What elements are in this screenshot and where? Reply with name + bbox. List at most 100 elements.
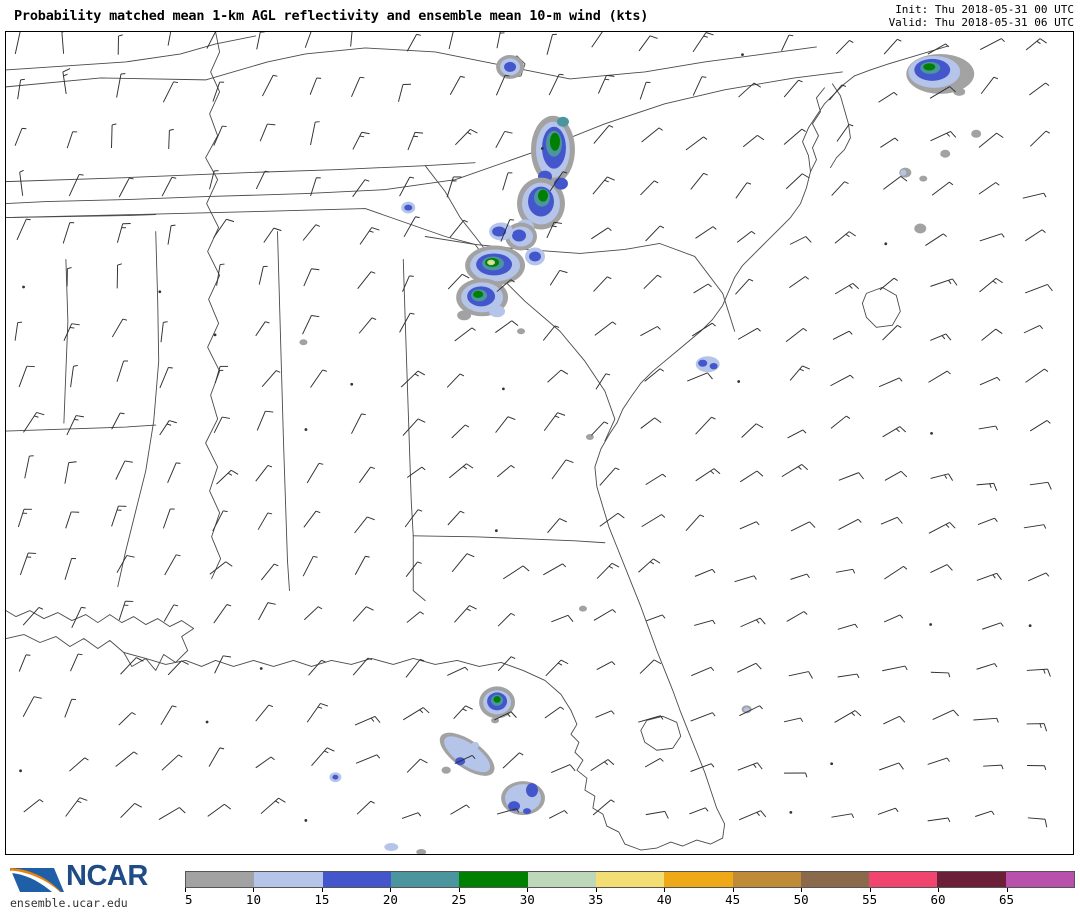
ncar-logo[interactable]: NCAR ensemble.ucar.edu	[6, 860, 178, 912]
colorbar-gradient	[185, 871, 1075, 888]
wind-barb	[837, 673, 860, 679]
wind-barb	[882, 324, 902, 341]
wind-barb-calm	[494, 529, 498, 533]
wind-barb	[352, 606, 374, 622]
wind-barb	[838, 472, 864, 481]
wind-barb	[930, 333, 952, 341]
wind-barb	[978, 425, 999, 431]
wind-barb	[70, 653, 83, 672]
colorbar-swatch	[869, 872, 938, 887]
wind-barb	[883, 38, 902, 55]
wind-barb	[687, 372, 713, 382]
wind-barb	[213, 125, 227, 146]
wind-barb	[115, 460, 133, 480]
colorbar-tick-label: 65	[999, 892, 1015, 907]
wind-barb	[645, 473, 667, 486]
wind-barb-calm	[930, 431, 933, 435]
storm-band-florida	[439, 732, 495, 776]
wind-barb	[162, 508, 175, 529]
wind-barb	[638, 558, 661, 573]
ncar-logo-text: NCAR	[66, 860, 148, 892]
wind-barb	[161, 176, 177, 197]
wind-barb	[303, 268, 320, 287]
wind-barb	[495, 320, 519, 333]
wind-barb	[118, 600, 134, 621]
wind-barb	[878, 91, 898, 103]
wind-barb	[982, 622, 1004, 630]
wind-barb	[64, 698, 77, 718]
wind-barb	[500, 219, 515, 242]
wind-barb	[304, 606, 323, 621]
wind-barb	[451, 553, 475, 573]
wind-barb	[453, 705, 473, 720]
wind-barb	[593, 125, 614, 144]
wind-barb	[883, 715, 906, 725]
wind-barb	[975, 810, 995, 817]
wind-barb	[640, 180, 659, 196]
wind-barb	[878, 377, 903, 388]
wind-barb	[351, 413, 366, 434]
wind-barb	[14, 127, 27, 146]
wind-barb	[303, 510, 321, 528]
wind-barb	[447, 510, 465, 526]
border-tennessee-north	[6, 162, 476, 183]
wind-barb	[302, 555, 318, 577]
colorbar-swatch	[459, 872, 528, 887]
colorbar-tick-label: 20	[382, 892, 398, 907]
wind-barb	[255, 321, 270, 337]
wind-barb-calm	[789, 810, 793, 814]
wind-barb	[882, 665, 908, 672]
wind-barb	[311, 747, 335, 767]
wind-barb	[830, 415, 851, 429]
wind-barb	[216, 469, 239, 485]
wind-barb	[877, 807, 899, 815]
wind-barb	[405, 561, 422, 577]
wind-barb	[209, 170, 219, 190]
wind-barb	[786, 611, 808, 622]
wind-barb	[546, 33, 557, 55]
wind-barb	[643, 274, 662, 290]
wind-barb	[693, 283, 712, 294]
wind-barb	[206, 32, 216, 49]
map-panel[interactable]	[5, 31, 1074, 855]
wind-barb	[310, 369, 327, 388]
wind-barb	[930, 671, 951, 678]
wind-barb	[880, 137, 899, 148]
colorbar-tick	[390, 888, 392, 892]
wind-barb	[596, 562, 620, 579]
wind-barb	[116, 73, 126, 98]
wind-barb	[354, 555, 370, 576]
wind-barb	[641, 514, 666, 528]
wind-barb	[208, 747, 225, 767]
border-ga-al	[402, 258, 414, 537]
wind-barb	[398, 83, 411, 102]
wind-barb	[213, 218, 235, 239]
wind-barb	[928, 521, 956, 534]
wind-barb	[19, 552, 37, 576]
wind-barb	[19, 169, 24, 196]
wind-barb	[168, 128, 174, 150]
colorbar[interactable]: 5 10 15 20 25 30 35 40 45 50 55 60 65	[185, 871, 1075, 915]
wind-barb	[645, 810, 669, 819]
wind-barb	[401, 812, 422, 819]
wind-barb	[68, 173, 84, 197]
wind-barb	[260, 797, 286, 815]
wind-barb	[259, 123, 276, 142]
wind-barb	[161, 754, 183, 771]
colorbar-tick	[938, 888, 940, 892]
wind-barb	[1027, 817, 1048, 828]
colorbar-tick-label: 55	[862, 892, 878, 907]
wind-barb-calm	[205, 720, 209, 724]
wind-barb	[118, 712, 136, 726]
wind-barb	[120, 803, 142, 819]
wind-barb	[879, 762, 904, 771]
wind-barb	[62, 222, 75, 244]
wind-barb	[496, 32, 505, 49]
wind-barb	[304, 32, 312, 48]
wind-barb	[977, 517, 998, 526]
border-ohio-valley	[6, 46, 817, 88]
colorbar-tick	[458, 888, 460, 892]
wind-barb	[212, 81, 225, 102]
wind-barb	[164, 554, 181, 576]
wind-barb	[358, 317, 377, 334]
